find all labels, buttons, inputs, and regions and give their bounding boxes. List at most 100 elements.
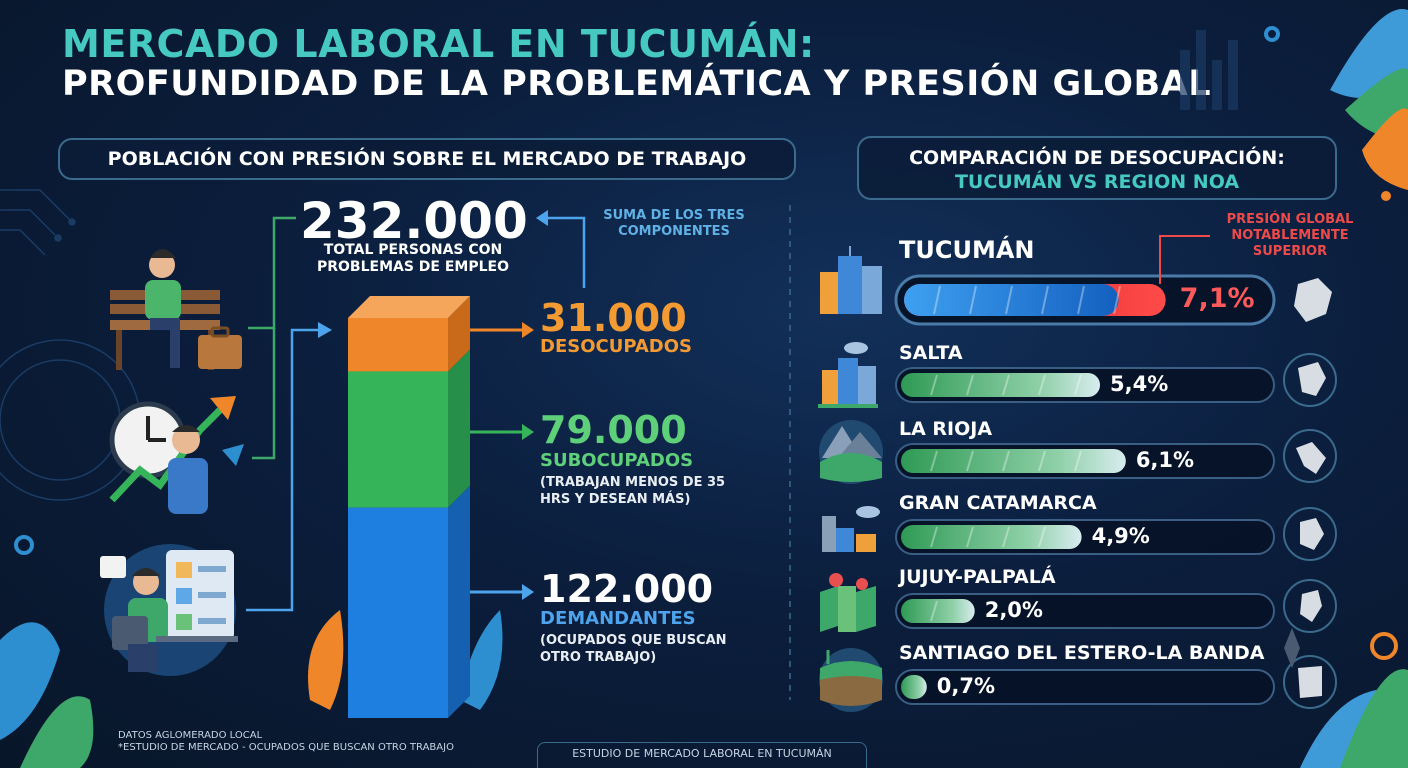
arrow-icon — [522, 584, 534, 600]
map-circle — [1283, 429, 1337, 483]
arrow-icon — [522, 322, 534, 338]
bar-stripe — [1002, 450, 1010, 472]
total-value: 232.000 — [300, 192, 528, 250]
connector-line-demandantes — [246, 328, 318, 612]
region-value-jujuy-palpal-: 2,0% — [984, 597, 1043, 622]
bar-chart-decoration-icon — [1180, 30, 1238, 110]
mountains-fields-icon — [819, 420, 883, 484]
province-map-icon — [1300, 590, 1322, 622]
province-map-icon — [1298, 362, 1326, 396]
stack-segment-desocupados — [348, 318, 448, 372]
subocupados-label: SUBOCUPADOS — [540, 450, 694, 471]
bar-stripe — [1074, 450, 1082, 472]
bar-stripe — [1074, 374, 1082, 396]
unemployment-bar-chart — [894, 274, 1276, 705]
region-value-salta: 5,4% — [1110, 371, 1169, 396]
region-value-santiago-del-estero-la-banda: 0,7% — [936, 673, 996, 698]
region-label-la-rioja: LA RIOJA — [899, 418, 993, 440]
region-value-tucum-n: 7,1% — [1179, 283, 1255, 315]
region-value-gran-catamarca: 4,9% — [1091, 523, 1150, 548]
bar-track-jujuy-palpal- — [895, 593, 1275, 629]
bar-stripe — [966, 450, 974, 472]
segment-arrows — [470, 322, 534, 600]
sum-note: SUMA DE LOS TRES COMPONENTES — [603, 208, 745, 239]
bar-stripe — [930, 600, 938, 622]
clock-person-growth-icon — [109, 396, 244, 514]
leaf-decoration-icon — [0, 9, 1408, 768]
bar-stripe — [1002, 526, 1010, 548]
footer-note-2: *ESTUDIO DE MERCADO - OCUPADOS QUE BUSCA… — [118, 742, 454, 753]
stack-segment-side-desocupados — [448, 296, 470, 372]
bar-gran-catamarca — [901, 525, 1082, 549]
footer-center: ESTUDIO DE MERCADO LABORAL EN TUCUMÁN — [537, 742, 867, 768]
region-label-gran-catamarca: GRAN CATAMARCA — [899, 492, 1097, 514]
pressure-pointer-line — [1159, 235, 1210, 284]
town-buildings-icon — [822, 506, 880, 552]
footer-note-1: DATOS AGLOMERADO LOCAL — [118, 730, 263, 741]
bar-stripe — [1113, 285, 1121, 315]
stack-segment-side-subocupados — [448, 349, 470, 508]
bar-stripe — [966, 374, 974, 396]
person-on-bench-icon — [110, 249, 242, 370]
bar-stripe — [1038, 374, 1046, 396]
subocupados-note: (TRABAJAN MENOS DE 35 HRS Y DESEAN MÁS) — [540, 475, 726, 507]
bar-stripe — [966, 526, 974, 548]
dot-decoration-icon — [1381, 191, 1391, 201]
map-circle — [1283, 579, 1337, 633]
region-label-tucum-n: TUCUMÁN — [899, 236, 1035, 264]
ring-decoration-icon — [14, 535, 34, 555]
pressure-note: PRESIÓN GLOBAL NOTABLEMENTE SUPERIOR — [1226, 212, 1354, 259]
person-at-computer-icon — [100, 544, 238, 676]
bar-stripe — [1041, 285, 1049, 315]
desocupados-label: DESOCUPADOS — [540, 336, 693, 357]
map-circle — [1283, 655, 1337, 709]
ring-decoration-icon — [1370, 632, 1398, 660]
bar-stripe — [1038, 450, 1046, 472]
desocupados-value: 31.000 — [540, 296, 687, 340]
bar-salta — [901, 373, 1101, 397]
ring-decoration-icon — [1264, 26, 1280, 42]
bar-jujuy-palpal- — [901, 599, 975, 623]
province-map-icon — [1298, 666, 1322, 698]
demandantes-value: 122.000 — [540, 567, 714, 611]
demandantes-label: DEMANDANTES — [540, 608, 696, 629]
map-circle — [1283, 353, 1337, 407]
arrow-icon — [318, 322, 332, 338]
stacked-column — [348, 296, 470, 718]
bar-track-santiago-del-estero-la-banda — [895, 669, 1275, 705]
bar-stripe — [933, 285, 941, 315]
title-line-2: PROFUNDIDAD DE LA PROBLEMÁTICA Y PRESIÓN… — [62, 64, 1212, 104]
demandantes-note: (OCUPADOS QUE BUSCAN OTRO TRABAJO) — [540, 633, 727, 665]
bar-stripe — [1038, 526, 1046, 548]
right-heading-line-1: COMPARACIÓN DE DESOCUPACIÓN: — [909, 147, 1285, 169]
bar-stripe — [1002, 374, 1010, 396]
title-line-1: MERCADO LABORAL EN TUCUMÁN: — [62, 22, 815, 66]
region-value-la-rioja: 6,1% — [1135, 447, 1195, 472]
region-label-salta: SALTA — [899, 342, 963, 364]
arrow-icon — [522, 424, 534, 440]
bar-stripe — [1077, 285, 1085, 315]
stack-segment-side-demandantes — [448, 485, 470, 718]
city-buildings-icon — [820, 246, 882, 314]
city-buildings-icon — [818, 342, 878, 408]
region-label-jujuy-palpal-: JUJUY-PALPALÁ — [899, 566, 1056, 588]
right-panel-heading: COMPARACIÓN DE DESOCUPACIÓN: TUCUMÁN VS … — [857, 136, 1337, 200]
bar-stripe — [930, 450, 938, 472]
subocupados-value: 79.000 — [540, 408, 687, 452]
sparkle-icon — [1284, 628, 1300, 668]
bar-stripe — [930, 526, 938, 548]
bar-tucum-n — [904, 284, 1119, 316]
connector-lines — [248, 216, 296, 460]
map-circle — [1283, 507, 1337, 561]
right-heading-line-2: TUCUMÁN VS REGION NOA — [954, 171, 1240, 193]
total-label: TOTAL PERSONAS CON PROBLEMAS DE EMPLEO — [316, 242, 510, 275]
province-map-icon — [1300, 518, 1324, 550]
bar-stripe — [969, 285, 977, 315]
bar-santiago-del-estero-la-banda — [901, 675, 927, 699]
sum-connector-line — [548, 216, 586, 288]
stack-segment-subocupados — [348, 371, 448, 508]
stack-top-face — [348, 296, 470, 318]
province-map-icon — [1296, 442, 1326, 474]
map-pins-icon — [820, 573, 876, 632]
